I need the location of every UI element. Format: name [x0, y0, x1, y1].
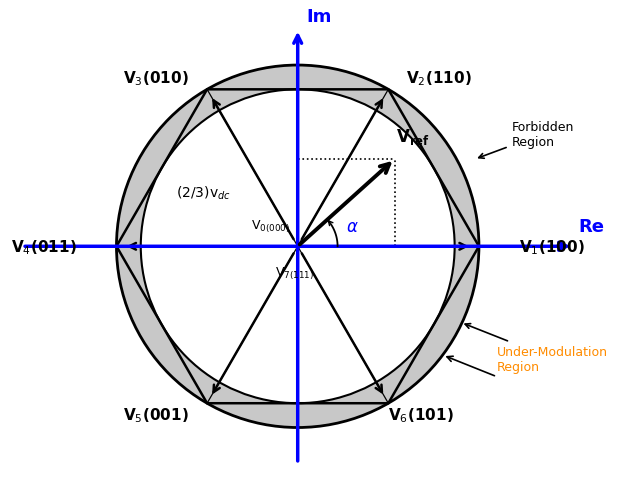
Text: V$_3$(010): V$_3$(010): [123, 69, 189, 88]
Text: Under-Modulation
Region: Under-Modulation Region: [465, 324, 608, 373]
Polygon shape: [117, 90, 479, 403]
Text: $\alpha$: $\alpha$: [346, 218, 358, 236]
Circle shape: [117, 66, 479, 428]
Text: Re: Re: [579, 218, 604, 236]
Polygon shape: [117, 90, 479, 403]
Text: V$_2$(110): V$_2$(110): [406, 69, 472, 88]
Text: V$_6$(101): V$_6$(101): [388, 406, 454, 425]
Text: V$_{0(000)}$: V$_{0(000)}$: [252, 218, 290, 234]
Text: (2/3)v$_{dc}$: (2/3)v$_{dc}$: [176, 184, 231, 201]
Text: V$_1$(100): V$_1$(100): [519, 238, 584, 256]
Text: V$_{7(111)}$: V$_{7(111)}$: [275, 265, 313, 281]
Text: $\mathbf{V_{ref}}$: $\mathbf{V_{ref}}$: [396, 127, 430, 147]
Text: V$_4$(011): V$_4$(011): [11, 238, 77, 256]
Text: Im: Im: [307, 8, 332, 26]
Circle shape: [141, 90, 455, 403]
Text: V$_5$(001): V$_5$(001): [123, 406, 189, 425]
Text: Forbidden
Region: Forbidden Region: [478, 120, 574, 159]
